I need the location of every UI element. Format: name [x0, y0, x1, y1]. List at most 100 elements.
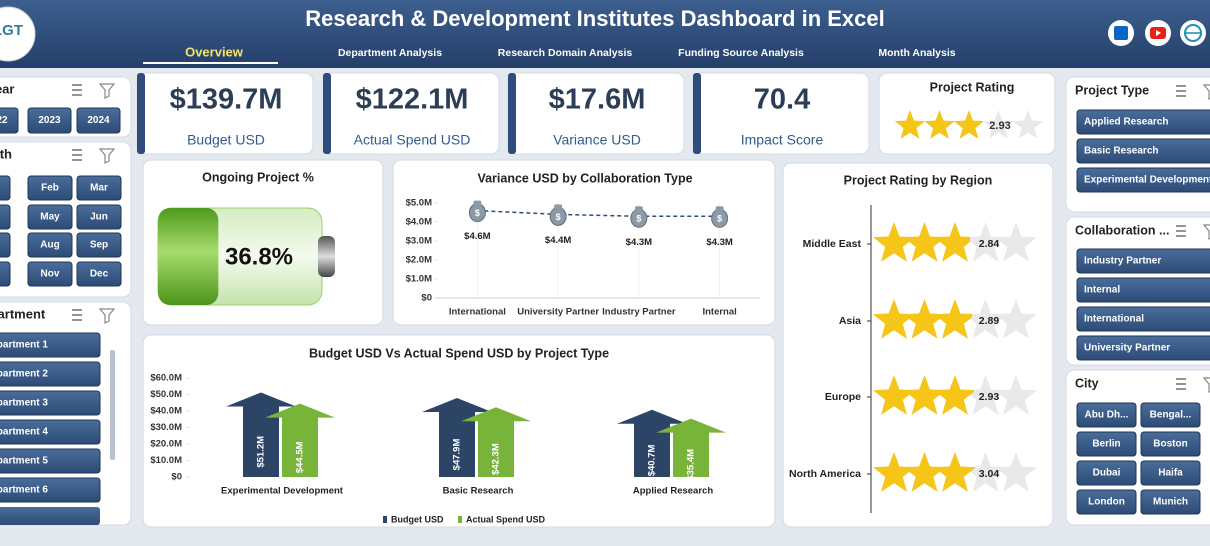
y-tick-label: $30.0M	[150, 422, 182, 433]
star	[964, 467, 966, 468]
rating-stars	[873, 222, 970, 262]
logo: LGT	[0, 22, 23, 39]
slicer-item: Internal	[1084, 285, 1120, 296]
nav-tab[interactable]: Month Analysis	[878, 47, 955, 59]
slicer-button[interactable]	[1076, 248, 1210, 274]
star	[934, 222, 970, 262]
clear-filter-icon[interactable]	[98, 148, 116, 164]
y-tick-label: $20.0M	[150, 439, 182, 450]
star	[934, 452, 976, 492]
multi-select-icon[interactable]	[72, 309, 82, 321]
marker: $	[630, 206, 648, 228]
clear-filter-icon[interactable]	[1202, 84, 1210, 100]
star	[934, 375, 974, 415]
bar-arrow	[461, 407, 531, 477]
nav-tab[interactable]: Department Analysis	[338, 47, 442, 59]
star-outline	[964, 375, 1007, 415]
slicer-button[interactable]	[1076, 167, 1210, 193]
slicer-button[interactable]	[1076, 109, 1210, 135]
slicer-button[interactable]	[0, 361, 101, 387]
scrollbar[interactable]	[110, 350, 115, 460]
slicer-button[interactable]	[1140, 489, 1201, 515]
slicer-item: Industry Partner	[1084, 256, 1161, 267]
y-tick-label: $3.0M	[406, 236, 432, 247]
legend-label: Budget USD	[391, 514, 444, 524]
star	[873, 375, 915, 415]
slicer-button[interactable]	[27, 232, 73, 258]
data-label: $47.9M	[452, 439, 463, 471]
star	[903, 375, 946, 415]
star	[903, 452, 946, 492]
battery-fill	[158, 208, 219, 305]
slicer-button[interactable]	[0, 204, 11, 230]
slicer-button[interactable]	[76, 175, 122, 201]
nav-tab[interactable]: Research Domain Analysis	[498, 47, 633, 59]
slicer-button[interactable]	[0, 107, 19, 134]
slicer-button[interactable]	[0, 390, 101, 416]
slicer-button[interactable]	[1140, 431, 1201, 457]
slicer-button[interactable]	[1076, 489, 1137, 515]
multi-select-icon[interactable]	[1176, 85, 1186, 97]
slicer-button[interactable]	[0, 261, 11, 287]
slicer-button[interactable]	[1076, 306, 1210, 332]
slicer-title: Collaboration ...	[1075, 223, 1169, 237]
slicer-button[interactable]	[1140, 460, 1201, 486]
slicer-button[interactable]	[1076, 431, 1137, 457]
slicer-button	[0, 507, 100, 525]
star	[873, 299, 915, 339]
slicer-button[interactable]	[1076, 335, 1210, 361]
money-bag-top	[554, 204, 563, 210]
data-label: $35.4M	[686, 449, 697, 481]
kpi-value: $17.6M	[549, 84, 646, 116]
star-outline	[995, 222, 1037, 262]
multi-select-icon[interactable]	[1176, 225, 1186, 237]
multi-select-icon[interactable]	[72, 149, 82, 161]
clear-filter-icon[interactable]	[1202, 224, 1210, 240]
star-outline	[964, 452, 1007, 492]
slicer-button[interactable]	[0, 448, 101, 474]
multi-select-icon[interactable]	[72, 84, 82, 96]
linkedin-glyph	[1114, 26, 1128, 40]
slicer-button[interactable]	[27, 261, 73, 287]
x-tick-label: Industry Partner	[602, 307, 676, 318]
slicer-button[interactable]	[0, 332, 101, 358]
x-tick-label: Basic Research	[443, 486, 514, 497]
rating-value: 2.93	[989, 120, 1010, 132]
clear-filter-icon[interactable]	[98, 83, 116, 99]
x-tick-label: University Partner	[517, 307, 599, 318]
slicer-item: 2022	[0, 115, 8, 126]
slicer-button[interactable]	[0, 419, 101, 445]
star-outline	[983, 110, 1014, 139]
slicer-item: Sep	[90, 240, 108, 251]
slicer-item: Jun	[90, 212, 108, 223]
slicer-item: Feb	[41, 183, 59, 194]
slicer-button[interactable]	[27, 175, 73, 201]
nav-tab[interactable]: Funding Source Analysis	[678, 47, 804, 59]
rating-stars	[873, 375, 974, 415]
slicer-button[interactable]	[76, 261, 122, 287]
slicer-button[interactable]	[76, 232, 122, 258]
slicer-button[interactable]	[0, 232, 11, 258]
region-card	[782, 162, 1054, 528]
multi-select-icon[interactable]	[1176, 378, 1186, 390]
slicer-button[interactable]	[1076, 138, 1210, 164]
slicer-button[interactable]	[1076, 460, 1137, 486]
slicer-button[interactable]	[76, 204, 122, 230]
slicer-button[interactable]	[0, 477, 101, 503]
bar-arrow	[265, 403, 335, 477]
slicer-button[interactable]	[27, 204, 73, 230]
slicer-button[interactable]	[1076, 277, 1210, 303]
nav-tab[interactable]: Overview	[185, 44, 244, 59]
slicer-button[interactable]	[1076, 402, 1137, 428]
clear-filter-icon[interactable]	[98, 308, 116, 324]
slicer-button[interactable]	[27, 107, 72, 134]
slicer-button[interactable]	[0, 175, 11, 201]
data-label: $4.6M	[464, 231, 490, 242]
slicer-button[interactable]	[1140, 402, 1201, 428]
social-icons	[1108, 20, 1206, 46]
rating-stars	[873, 452, 976, 492]
slicer-title: Year	[0, 81, 14, 96]
slicer-button[interactable]	[76, 107, 121, 134]
clear-filter-icon[interactable]	[1202, 377, 1210, 393]
